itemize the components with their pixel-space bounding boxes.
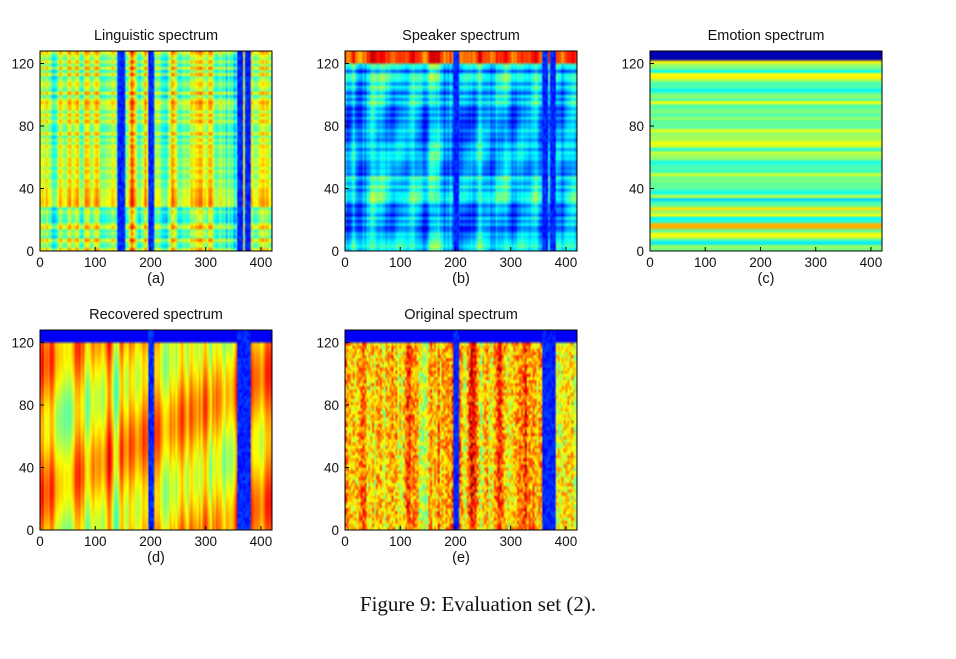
x-tick-label: 200	[749, 255, 772, 270]
heatmap-image	[345, 51, 577, 251]
chart-title: Recovered spectrum	[89, 307, 223, 323]
y-tick-label: 0	[331, 244, 339, 259]
panel-label: (c)	[758, 271, 775, 287]
axes-frame	[39, 50, 273, 252]
chart-title: Speaker spectrum	[402, 28, 520, 44]
chart-title: Linguistic spectrum	[94, 28, 218, 44]
y-tick-label: 0	[331, 523, 339, 538]
y-tick-label: 80	[19, 398, 34, 413]
y-tick-label: 40	[629, 182, 644, 197]
axes-frame	[344, 329, 578, 531]
chart-panel: Speaker spectrum 0 100 200 300 400 0 40 80 120 (b)	[316, 28, 578, 287]
y-tick-label: 120	[316, 57, 339, 72]
x-tick-label: 0	[646, 255, 654, 270]
chart-panel: Original spectrum 0 100 200 300 400 0 40 80 120 (e…	[316, 307, 578, 566]
x-tick-label: 200	[139, 255, 162, 270]
chart-panel: Emotion spectrum 0 100 200 300 400 0 40 80 120 (c)	[621, 28, 883, 287]
heatmap-image	[650, 51, 882, 251]
chart-panel: Recovered spectrum 0 100 200 300 400 0 40 80 120 (…	[11, 307, 273, 566]
panel-label: (e)	[452, 550, 470, 566]
x-tick-label: 0	[36, 255, 44, 270]
axes-frame	[39, 329, 273, 531]
x-tick-label: 300	[804, 255, 827, 270]
x-tick-label: 100	[389, 534, 412, 549]
axes-frame	[344, 50, 578, 252]
y-tick-label: 120	[621, 57, 644, 72]
x-tick-label: 400	[555, 255, 578, 270]
y-tick-label: 40	[19, 461, 34, 476]
heatmap-image	[40, 330, 272, 530]
x-tick-label: 0	[341, 534, 349, 549]
chart-title: Original spectrum	[404, 307, 518, 323]
x-tick-label: 100	[84, 255, 107, 270]
x-tick-label: 100	[84, 534, 107, 549]
x-tick-label: 300	[194, 534, 217, 549]
y-tick-label: 40	[324, 182, 339, 197]
x-tick-label: 0	[36, 534, 44, 549]
y-tick-label: 80	[324, 119, 339, 134]
x-tick-label: 100	[389, 255, 412, 270]
x-tick-label: 400	[250, 255, 273, 270]
y-tick-label: 80	[629, 119, 644, 134]
x-tick-label: 200	[139, 534, 162, 549]
x-tick-label: 400	[860, 255, 883, 270]
y-tick-label: 80	[324, 398, 339, 413]
axes-frame	[649, 50, 883, 252]
x-tick-label: 400	[250, 534, 273, 549]
panel-label: (a)	[147, 271, 165, 287]
heatmap-image	[345, 330, 577, 530]
chart-panel: Linguistic spectrum 0 100 200 300 400 0 40 80 120…	[11, 28, 273, 287]
y-tick-label: 120	[316, 336, 339, 351]
y-tick-label: 80	[19, 119, 34, 134]
x-tick-label: 400	[555, 534, 578, 549]
panel-label: (b)	[452, 271, 470, 287]
heatmap-image	[40, 51, 272, 251]
y-tick-label: 40	[19, 182, 34, 197]
chart-title: Emotion spectrum	[708, 28, 825, 44]
y-tick-label: 40	[324, 461, 339, 476]
panel-label: (d)	[147, 550, 165, 566]
x-tick-label: 300	[499, 534, 522, 549]
y-tick-label: 0	[26, 244, 34, 259]
x-tick-label: 0	[341, 255, 349, 270]
x-tick-label: 100	[694, 255, 717, 270]
y-tick-label: 0	[636, 244, 644, 259]
y-tick-label: 120	[11, 336, 34, 351]
figure-caption: Figure 9: Evaluation set (2).	[359, 592, 597, 616]
y-tick-label: 120	[11, 57, 34, 72]
x-tick-label: 300	[499, 255, 522, 270]
x-tick-label: 300	[194, 255, 217, 270]
x-tick-label: 200	[444, 534, 467, 549]
y-tick-label: 0	[26, 523, 34, 538]
x-tick-label: 200	[444, 255, 467, 270]
